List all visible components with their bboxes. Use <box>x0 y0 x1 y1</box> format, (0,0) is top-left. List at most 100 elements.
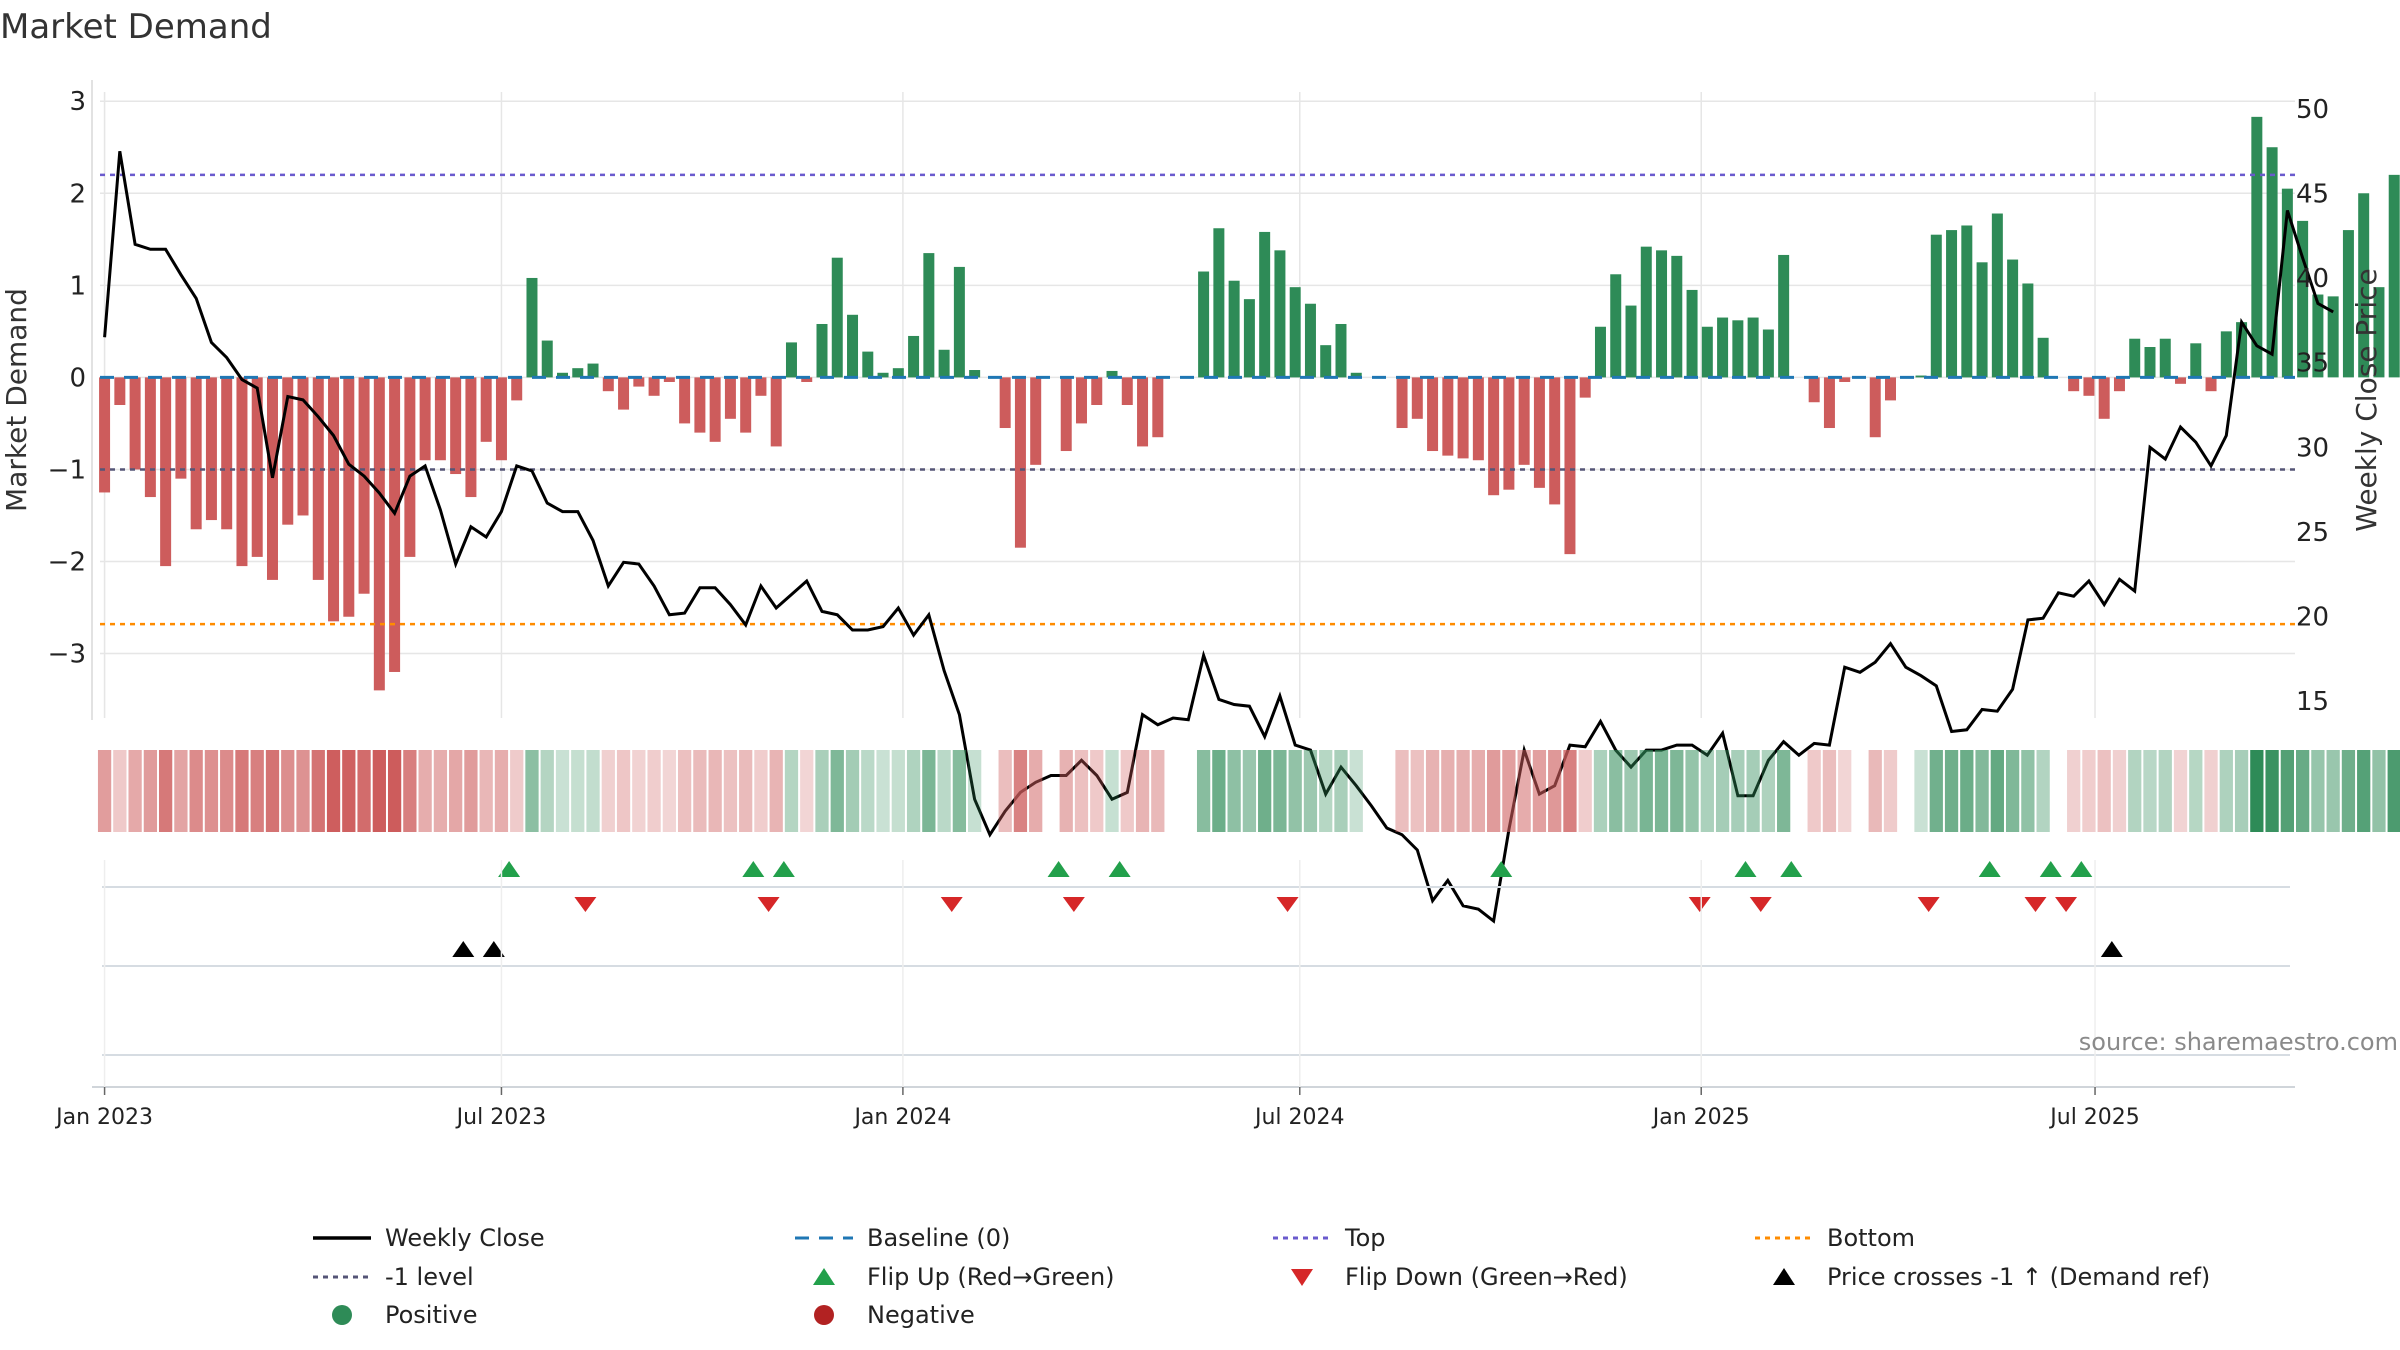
negative-bar <box>1503 377 1515 490</box>
positive-bar <box>1732 320 1744 378</box>
positive-cell <box>952 750 967 832</box>
positive-bar <box>2327 296 2339 378</box>
positive-bar <box>2037 337 2049 378</box>
negative-bar <box>1121 377 1133 405</box>
positive-cell <box>2234 750 2249 832</box>
legend-item: Top <box>1273 1224 1386 1252</box>
y-axis-label-right: Weekly Close Price <box>2350 268 2383 531</box>
negative-cell <box>403 750 417 832</box>
flip-down-marker <box>2055 897 2078 912</box>
negative-bar <box>1060 377 1072 452</box>
negative-bar <box>144 377 156 498</box>
legend-swatch <box>814 1305 834 1325</box>
left-tick-label: 3 <box>69 87 86 117</box>
positive-bar <box>892 368 904 378</box>
negative-bar <box>770 377 782 447</box>
positive-cell <box>1700 750 1714 832</box>
positive-bar <box>1335 323 1347 378</box>
legend-item: Baseline (0) <box>795 1224 1010 1252</box>
negative-bar <box>694 377 706 433</box>
negative-cell <box>1135 750 1150 832</box>
positive-bar <box>953 266 965 378</box>
positive-bar <box>2388 174 2400 378</box>
negative-cell <box>113 750 127 832</box>
legend-item: Price crosses -1 ↑ (Demand ref) <box>1773 1263 2210 1291</box>
negative-bar <box>511 377 523 401</box>
positive-cell <box>1960 750 1974 832</box>
positive-bar <box>1778 254 1790 378</box>
positive-cell <box>2128 750 2142 832</box>
positive-bar <box>862 351 874 378</box>
right-tick-label: 40 <box>2296 264 2329 294</box>
positive-bar <box>1640 246 1652 378</box>
positive-bar <box>2190 343 2202 378</box>
legend-label: Negative <box>867 1301 975 1329</box>
negative-cell <box>128 750 142 832</box>
positive-cell <box>2250 750 2264 832</box>
negative-bar <box>282 377 294 525</box>
positive-bar <box>1671 255 1683 378</box>
negative-cell <box>1532 750 1547 832</box>
x-tick-label: Jan 2025 <box>1651 1105 1750 1130</box>
negative-cell <box>1410 750 1424 832</box>
positive-cell <box>2341 750 2356 832</box>
negative-bar <box>618 377 630 410</box>
legend-label: Flip Up (Red→Green) <box>867 1263 1115 1291</box>
positive-cell <box>555 750 570 832</box>
positive-bar <box>2312 294 2324 378</box>
positive-bar <box>1930 234 1942 378</box>
negative-cell <box>2082 750 2096 832</box>
negative-cell <box>1517 750 1531 832</box>
right-tick-label: 50 <box>2296 95 2329 125</box>
flip-down-marker <box>1062 897 1085 912</box>
positive-bar <box>1915 375 1927 378</box>
positive-cell <box>1731 750 1745 832</box>
positive-bar <box>847 314 859 378</box>
negative-cell <box>204 750 219 832</box>
negative-cell <box>708 750 722 832</box>
legend-item: Weekly Close <box>313 1224 545 1252</box>
legend-label: Bottom <box>1827 1224 1915 1252</box>
negative-bar <box>2205 377 2217 392</box>
negative-bar <box>343 377 355 617</box>
negative-cell <box>1120 750 1134 832</box>
positive-cell <box>784 750 799 832</box>
negative-cell <box>1059 750 1073 832</box>
positive-cell <box>2005 750 2020 832</box>
right-tick-label: 15 <box>2296 687 2329 717</box>
positive-bar <box>1656 250 1668 378</box>
positive-bar <box>2007 259 2019 378</box>
negative-bar <box>602 377 614 392</box>
negative-cell <box>616 750 631 832</box>
demand-heat-strip <box>97 750 2400 832</box>
positive-cell <box>2280 750 2294 832</box>
positive-bar <box>1686 289 1698 378</box>
right-tick-label: 35 <box>2296 349 2329 379</box>
positive-bar <box>2236 322 2248 378</box>
negative-bar <box>1518 377 1530 465</box>
positive-cell <box>891 750 905 832</box>
negative-bar <box>2068 377 2080 392</box>
negative-cell <box>1578 750 1592 832</box>
cross-markers-row <box>102 941 2290 967</box>
negative-cell <box>1029 750 1043 832</box>
positive-bar <box>1946 230 1958 378</box>
negative-bar <box>190 377 202 530</box>
negative-cell <box>677 750 692 832</box>
positive-cell <box>525 750 539 832</box>
positive-bar <box>2297 220 2309 378</box>
x-axis-ticks: Jan 2023 Jul 2023 Jan 2024 Jul 2024 Jan 2025… <box>54 860 2140 1130</box>
positive-bar <box>2342 230 2354 378</box>
cross-marker <box>482 941 505 957</box>
demand-bars <box>99 116 2400 691</box>
negative-cell <box>250 750 264 832</box>
positive-bar <box>587 363 599 378</box>
x-tick-label: Jul 2023 <box>455 1105 547 1130</box>
negative-bar <box>1823 377 1835 429</box>
positive-bar <box>2022 283 2034 378</box>
negative-cell <box>265 750 280 832</box>
negative-cell <box>2097 750 2111 832</box>
negative-cell <box>1838 750 1852 832</box>
negative-cell <box>1395 750 1409 832</box>
